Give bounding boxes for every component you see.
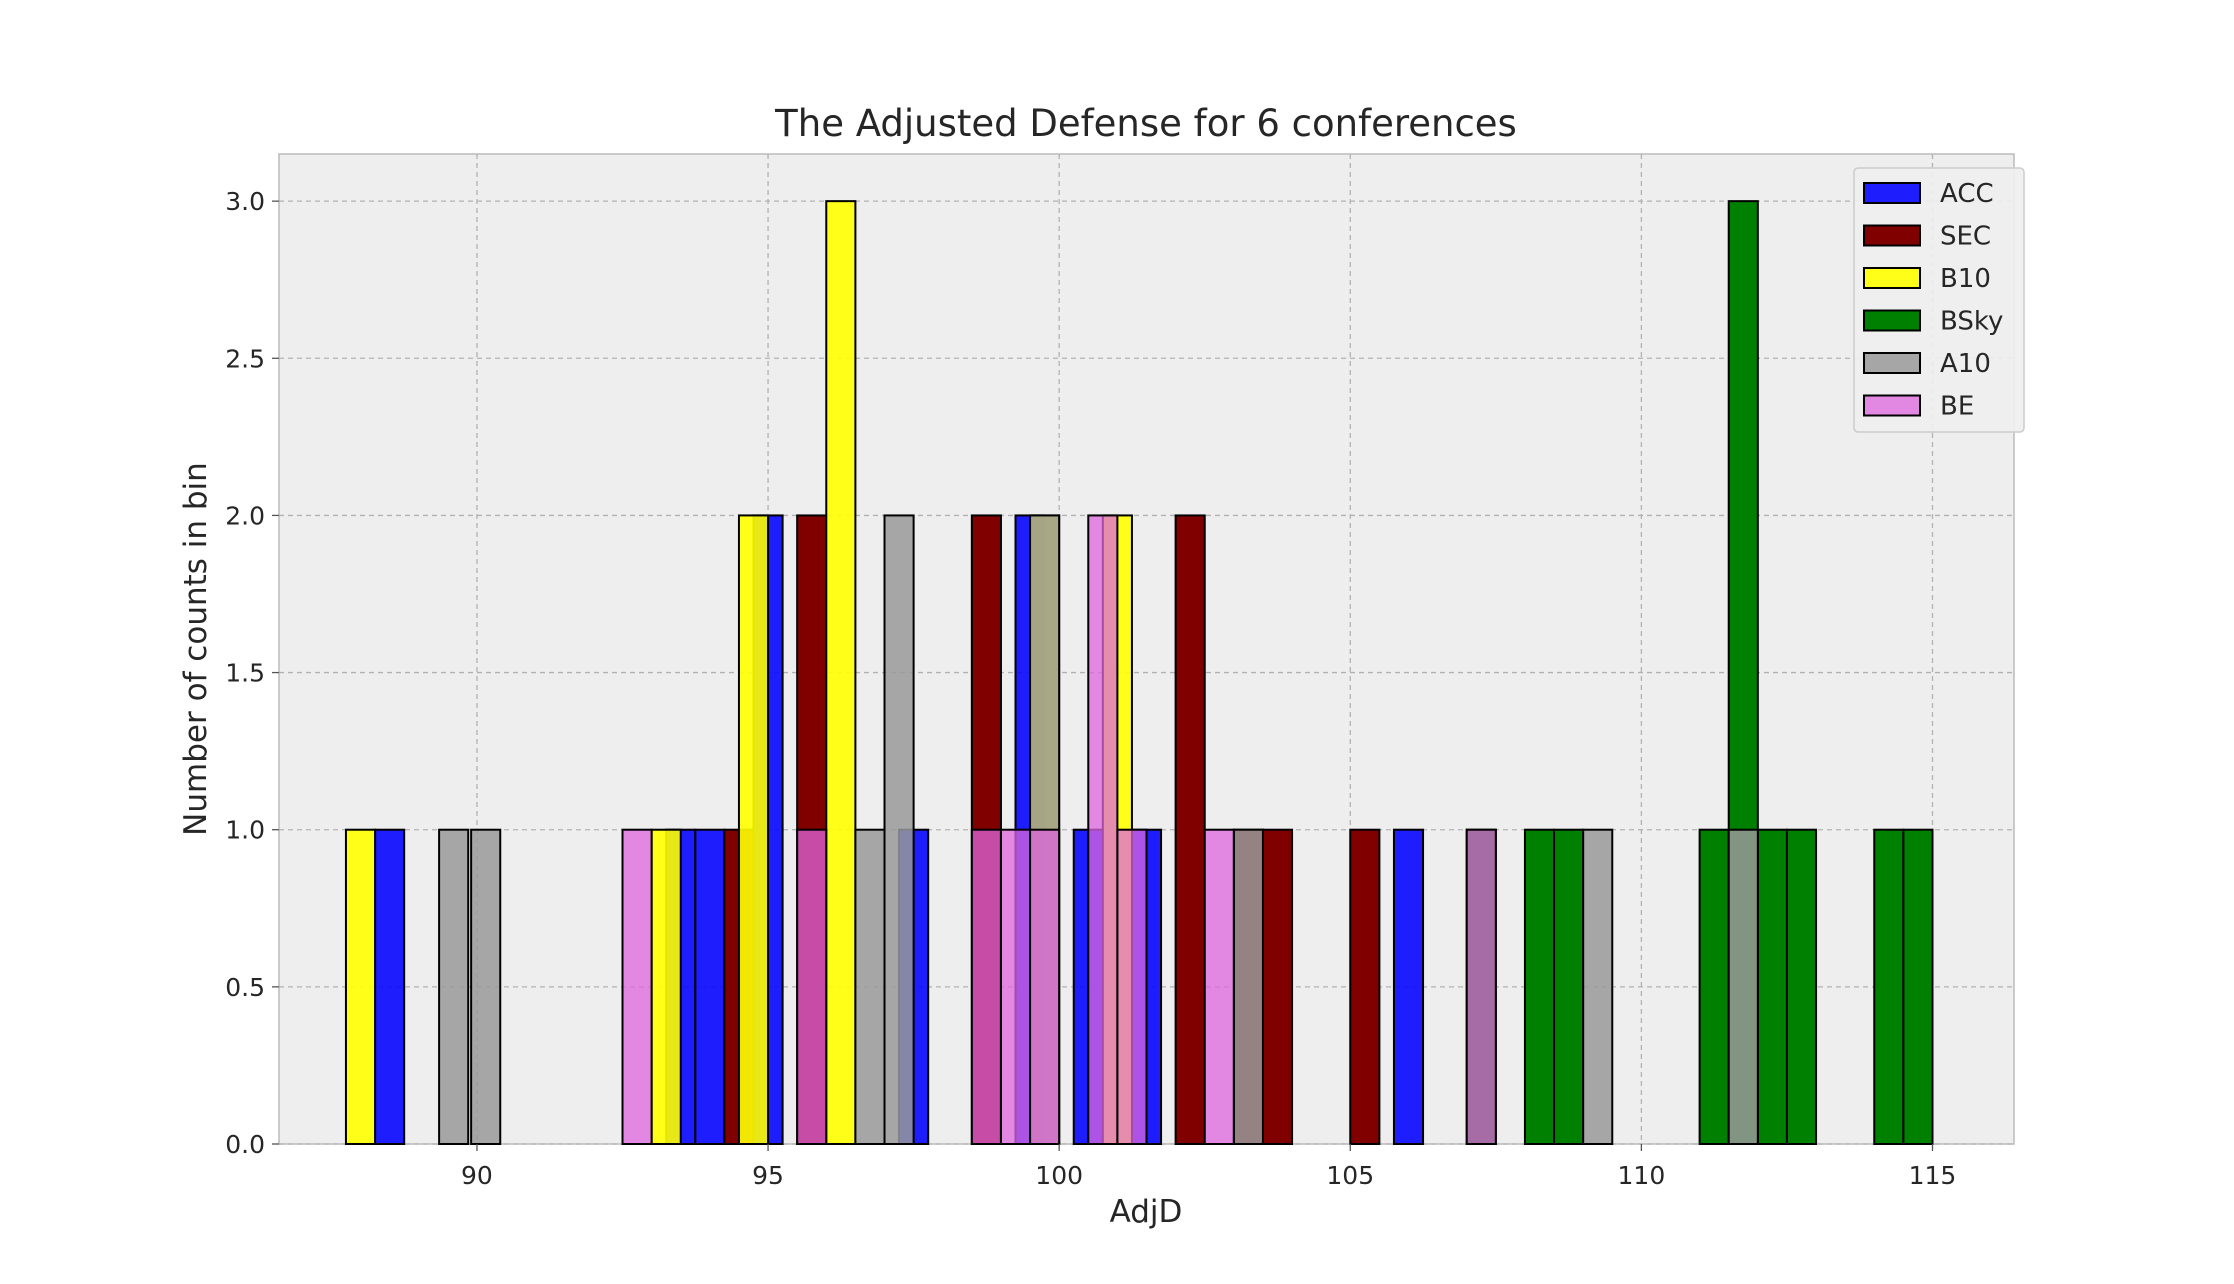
legend-swatch-a10 bbox=[1863, 352, 1921, 374]
y-axis-label: Number of counts in bin bbox=[178, 462, 214, 836]
legend-swatch-sec bbox=[1863, 224, 1921, 247]
legend-label-sec: SEC bbox=[1940, 222, 1991, 252]
legend-swatch-b10 bbox=[1863, 267, 1921, 289]
chart-title: The Adjusted Defense for 6 conferences bbox=[774, 102, 1517, 145]
y-tick-label: 0.5 bbox=[225, 973, 265, 1002]
y-tick-label: 3.0 bbox=[225, 187, 265, 216]
legend-label-a10: A10 bbox=[1940, 349, 1991, 379]
x-axis-label: AdjD bbox=[1110, 1194, 1183, 1230]
y-tick-label: 0.0 bbox=[225, 1130, 265, 1159]
bar-be bbox=[1465, 828, 1497, 1145]
histogram-bars bbox=[344, 200, 1934, 1145]
x-tick-label: 105 bbox=[1326, 1161, 1374, 1190]
bar-be bbox=[999, 828, 1032, 1145]
bar-bsky bbox=[1902, 828, 1934, 1145]
bar-b10 bbox=[737, 514, 770, 1145]
bar-acc bbox=[694, 828, 726, 1145]
bar-be bbox=[796, 828, 828, 1145]
bar-b10 bbox=[344, 828, 377, 1145]
bar-b10 bbox=[650, 828, 682, 1145]
bar-be bbox=[1087, 514, 1119, 1145]
legend-swatch-acc bbox=[1863, 182, 1921, 204]
legend: ACC SEC B10 BSky A10 BE bbox=[1853, 167, 2025, 433]
bar-be bbox=[621, 828, 653, 1145]
y-tick-label: 1.5 bbox=[225, 659, 265, 688]
y-tick-label: 1.0 bbox=[225, 816, 265, 845]
x-tick-label: 95 bbox=[752, 1161, 784, 1190]
y-tick-label: 2.0 bbox=[225, 501, 265, 530]
bar-a10 bbox=[883, 514, 915, 1145]
bar-a10 bbox=[1232, 828, 1264, 1145]
legend-swatch-be bbox=[1863, 394, 1921, 417]
bar-b10 bbox=[825, 200, 857, 1145]
bar-a10 bbox=[854, 828, 886, 1145]
x-tick-label: 100 bbox=[1035, 1161, 1083, 1190]
bar-a10 bbox=[438, 828, 470, 1145]
bar-bsky bbox=[1523, 828, 1556, 1145]
bar-a10 bbox=[1582, 828, 1614, 1145]
bar-bsky bbox=[1553, 828, 1585, 1145]
bar-be bbox=[1029, 828, 1061, 1145]
bar-acc bbox=[1392, 828, 1425, 1145]
bar-be bbox=[970, 828, 1002, 1145]
legend-label-be: BE bbox=[1940, 392, 1974, 422]
legend-swatch-bsky bbox=[1863, 309, 1921, 332]
bar-acc bbox=[374, 828, 406, 1145]
bar-a10 bbox=[470, 828, 502, 1145]
bar-be bbox=[1116, 828, 1148, 1145]
y-tick-label: 2.5 bbox=[225, 344, 265, 373]
bar-bsky bbox=[1785, 828, 1818, 1145]
bar-bsky bbox=[1698, 828, 1730, 1145]
legend-label-b10: B10 bbox=[1940, 264, 1991, 294]
legend-label-acc: ACC bbox=[1940, 179, 1994, 209]
legend-box bbox=[1853, 167, 2025, 433]
bar-a10 bbox=[1727, 828, 1759, 1145]
x-tick-label: 115 bbox=[1909, 1161, 1957, 1190]
bar-sec bbox=[1174, 514, 1206, 1145]
x-tick-label: 90 bbox=[461, 1161, 493, 1190]
x-tick-label: 110 bbox=[1618, 1161, 1666, 1190]
bar-bsky bbox=[1756, 828, 1788, 1145]
bar-be bbox=[1203, 828, 1235, 1145]
bar-bsky bbox=[1873, 828, 1905, 1145]
axis-ticks: 90 95 100 105 110 115 0.0 0.5 1.0 1.5 2.0 2.5 3.0 bbox=[225, 187, 1956, 1190]
bar-sec bbox=[1261, 828, 1294, 1145]
legend-label-bsky: BSky bbox=[1940, 307, 2003, 337]
bar-sec bbox=[1349, 828, 1381, 1145]
